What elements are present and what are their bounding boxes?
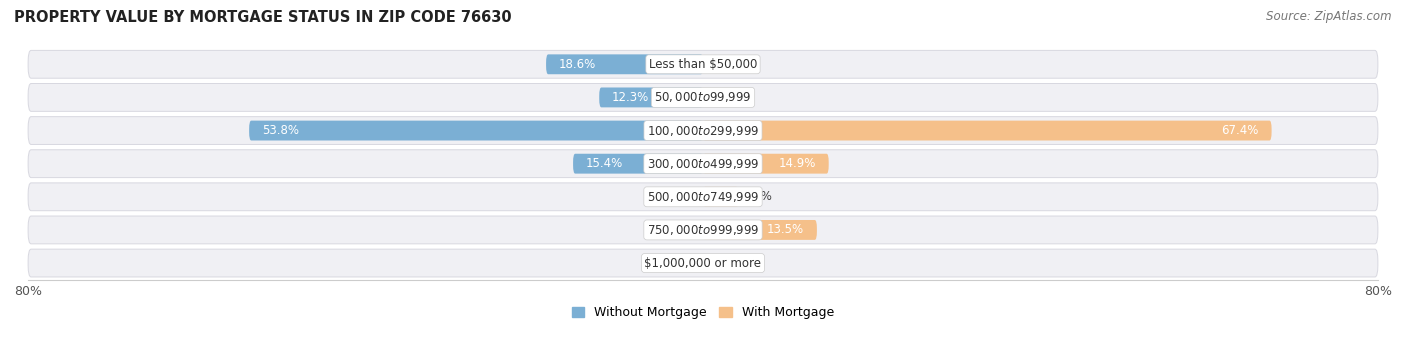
Text: 0.0%: 0.0% <box>716 256 745 269</box>
FancyBboxPatch shape <box>28 50 1378 78</box>
FancyBboxPatch shape <box>546 54 703 74</box>
FancyBboxPatch shape <box>703 187 738 207</box>
Text: Source: ZipAtlas.com: Source: ZipAtlas.com <box>1267 10 1392 23</box>
Text: 14.9%: 14.9% <box>779 157 815 170</box>
Text: $500,000 to $749,999: $500,000 to $749,999 <box>647 190 759 204</box>
Text: Less than $50,000: Less than $50,000 <box>648 58 758 71</box>
FancyBboxPatch shape <box>28 84 1378 112</box>
FancyBboxPatch shape <box>703 220 817 240</box>
Text: 0.0%: 0.0% <box>661 256 690 269</box>
FancyBboxPatch shape <box>28 150 1378 178</box>
Text: $100,000 to $299,999: $100,000 to $299,999 <box>647 123 759 137</box>
Text: 0.0%: 0.0% <box>661 190 690 203</box>
FancyBboxPatch shape <box>28 183 1378 211</box>
Text: 18.6%: 18.6% <box>558 58 596 71</box>
Text: 4.2%: 4.2% <box>742 190 772 203</box>
FancyBboxPatch shape <box>599 88 703 107</box>
Text: 0.0%: 0.0% <box>661 223 690 236</box>
FancyBboxPatch shape <box>28 117 1378 145</box>
Text: 0.0%: 0.0% <box>716 91 745 104</box>
Text: 15.4%: 15.4% <box>586 157 623 170</box>
Text: 12.3%: 12.3% <box>612 91 650 104</box>
Text: $300,000 to $499,999: $300,000 to $499,999 <box>647 157 759 171</box>
FancyBboxPatch shape <box>703 154 828 174</box>
Text: $50,000 to $99,999: $50,000 to $99,999 <box>654 90 752 104</box>
FancyBboxPatch shape <box>703 121 1271 140</box>
Text: $1,000,000 or more: $1,000,000 or more <box>644 256 762 269</box>
Text: 67.4%: 67.4% <box>1222 124 1258 137</box>
Text: 0.0%: 0.0% <box>716 58 745 71</box>
Text: 53.8%: 53.8% <box>262 124 299 137</box>
FancyBboxPatch shape <box>249 121 703 140</box>
Legend: Without Mortgage, With Mortgage: Without Mortgage, With Mortgage <box>567 301 839 324</box>
FancyBboxPatch shape <box>28 216 1378 244</box>
Text: PROPERTY VALUE BY MORTGAGE STATUS IN ZIP CODE 76630: PROPERTY VALUE BY MORTGAGE STATUS IN ZIP… <box>14 10 512 25</box>
Text: 13.5%: 13.5% <box>768 223 804 236</box>
FancyBboxPatch shape <box>574 154 703 174</box>
Text: $750,000 to $999,999: $750,000 to $999,999 <box>647 223 759 237</box>
FancyBboxPatch shape <box>28 249 1378 277</box>
